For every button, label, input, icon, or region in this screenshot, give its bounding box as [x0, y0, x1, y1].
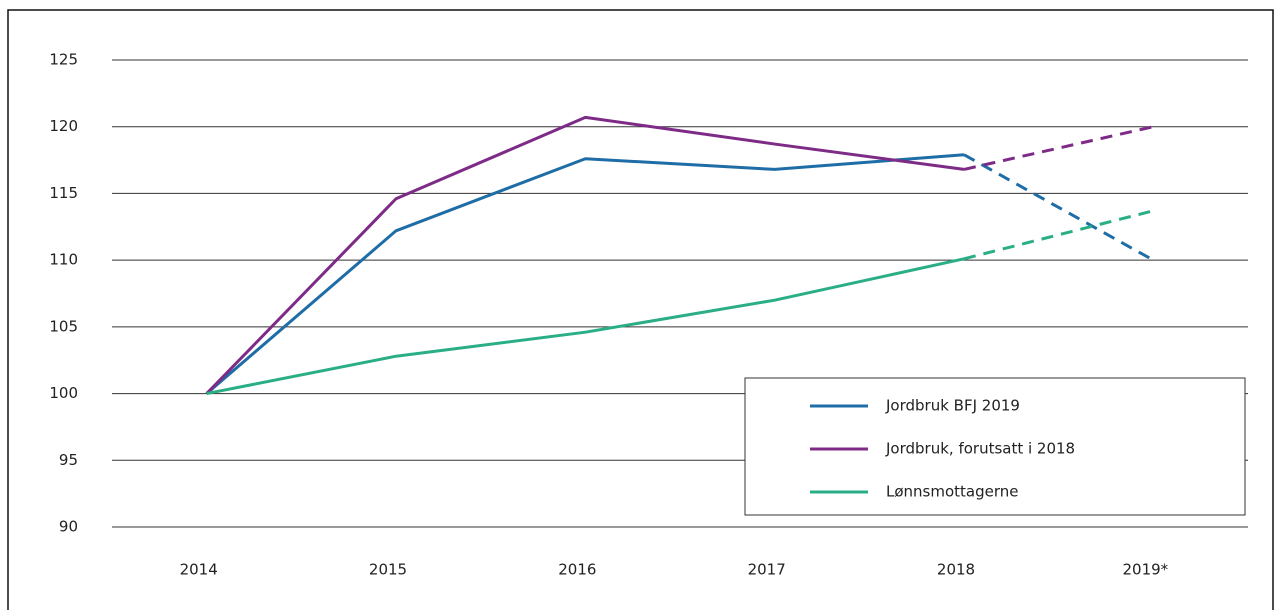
y-tick-label: 95	[59, 451, 78, 469]
y-tick-label: 115	[49, 184, 78, 202]
y-tick-label: 120	[49, 117, 78, 135]
x-tick-label: 2016	[558, 561, 596, 579]
projected-line	[963, 209, 1154, 261]
series-line	[205, 153, 965, 395]
projected-line	[963, 125, 1154, 171]
y-tick-label: 90	[59, 518, 78, 536]
x-tick-label: 2014	[180, 561, 218, 579]
x-tick-label: 2017	[748, 561, 786, 579]
x-tick-label: 2019*	[1122, 561, 1168, 579]
y-tick-label: 105	[49, 317, 78, 335]
series-line	[205, 115, 965, 395]
legend-label: Jordbruk BFJ 2019	[885, 397, 1020, 415]
projected-line	[963, 153, 1155, 262]
x-tick-label: 2018	[937, 561, 975, 579]
legend-label: Lønnsmottagerne	[886, 483, 1019, 501]
frame	[7, 9, 1274, 610]
y-tick-label: 100	[49, 384, 78, 402]
legend-label: Jordbruk, forutsatt i 2018	[885, 440, 1075, 458]
series-line	[206, 257, 965, 396]
y-tick-label: 125	[49, 51, 78, 69]
x-tick-label: 2015	[369, 561, 407, 579]
y-tick-label: 110	[49, 251, 78, 269]
